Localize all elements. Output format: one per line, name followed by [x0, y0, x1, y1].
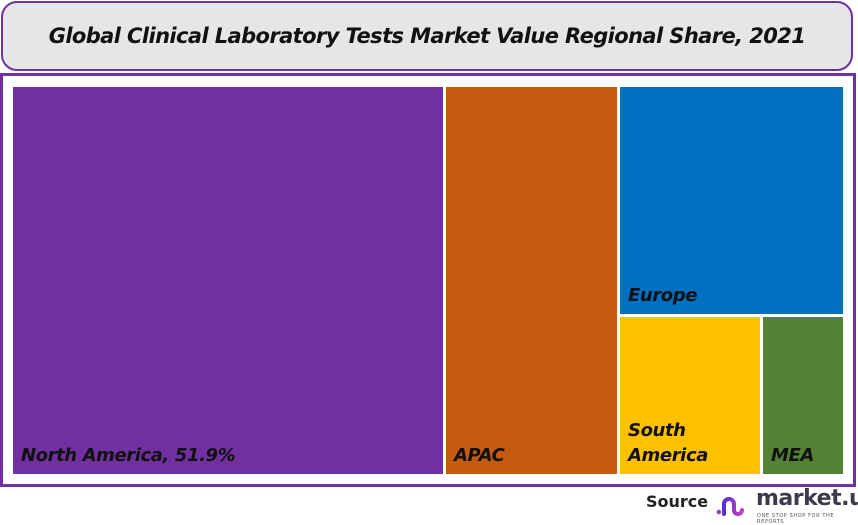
market-us-logo-icon: [716, 494, 749, 516]
market-us-tagline: ONE STOP SHOP FOR THE REPORTS: [757, 513, 835, 525]
source-label: Source: [646, 492, 709, 511]
tile-europe: Europe: [620, 87, 843, 314]
tile-label: North America, 51.9%: [21, 445, 236, 466]
tile-south-america: South America: [620, 317, 760, 474]
chart-title-box: Global Clinical Laboratory Tests Market …: [1, 1, 853, 71]
tile-label-line1: South: [628, 420, 686, 441]
tile-mea: MEA: [763, 317, 843, 474]
tile-label: South America: [628, 418, 708, 468]
market-us-brand: market.us: [756, 486, 858, 511]
tile-apac: APAC: [446, 87, 617, 474]
tile-label: Europe: [628, 285, 698, 306]
tile-label-line2: America: [628, 445, 708, 466]
tile-label: APAC: [454, 445, 505, 466]
tile-north-america: North America, 51.9%: [13, 87, 443, 474]
tile-label: MEA: [771, 445, 814, 466]
chart-title: Global Clinical Laboratory Tests Market …: [48, 24, 806, 48]
